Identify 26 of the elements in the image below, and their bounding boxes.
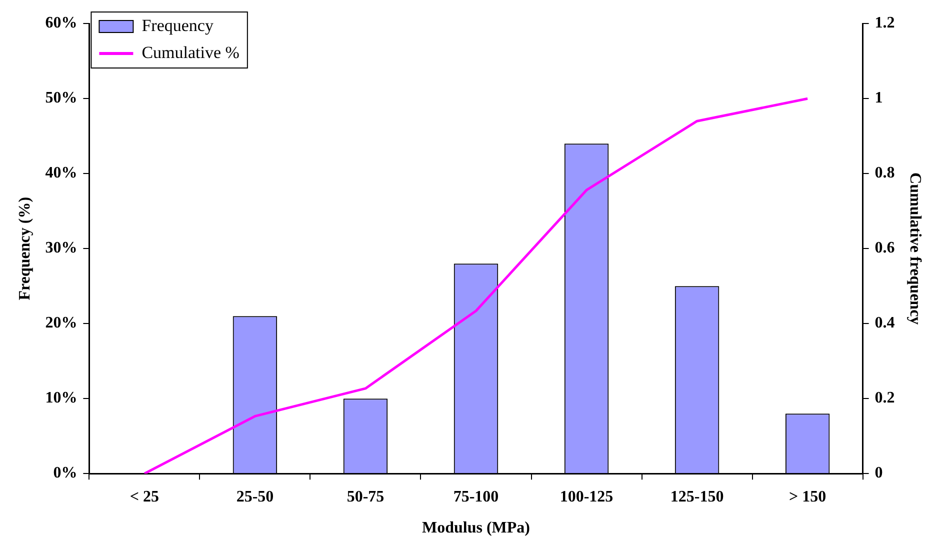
y2-tick-label: 0.4 [874,314,895,332]
x-tick-label: 100-125 [560,488,614,506]
y-axis-title: Frequency (%) [16,196,34,300]
x-axis-title: Modulus (MPa) [422,520,530,537]
legend-label: Frequency [142,16,214,35]
y-tick-label: 10% [45,390,78,407]
x-tick-label: > 150 [788,488,826,506]
y2-axis-title: Cumulative frequency [906,172,924,325]
y-tick-label: 0% [53,464,78,482]
x-tick-label: < 25 [130,488,160,506]
x-tick-label: 125-150 [670,488,724,506]
y-tick-label: 50% [45,90,78,107]
legend-label: Cumulative % [142,42,240,62]
y2-tick-label: 0 [874,464,883,482]
x-tick-label: 75-100 [453,488,499,506]
y-tick-label: 40% [45,164,78,182]
y2-tick-label: 0.8 [874,164,895,182]
y-tick-label: 30% [45,240,78,257]
y2-tick-label: 1.2 [874,14,895,32]
y2-tick-label: 1 [874,90,883,107]
y-tick-label: 20% [45,314,78,332]
x-tick-label: 25-50 [236,488,274,506]
y2-tick-label: 0.2 [874,390,895,407]
y-tick-label: 60% [45,14,78,32]
y2-tick-label: 0.6 [874,240,895,257]
x-tick-label: 50-75 [346,488,384,506]
